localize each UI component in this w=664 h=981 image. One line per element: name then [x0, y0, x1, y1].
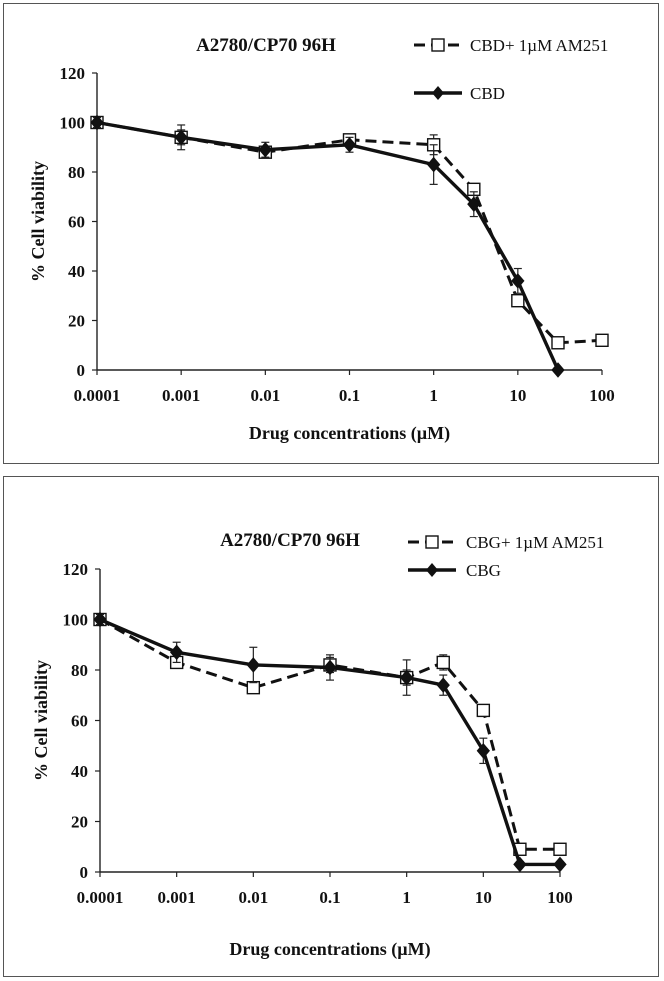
legend-open-square-marker	[431, 38, 445, 52]
x-tick-label: 0.1	[319, 888, 340, 907]
open-square-marker	[551, 336, 565, 350]
x-tick-label: 10	[475, 888, 492, 907]
chart-title: A2780/CP70 96H	[220, 530, 360, 551]
diamond-marker	[551, 362, 565, 378]
y-tick-label: 120	[60, 64, 86, 83]
x-tick-label: 1	[402, 888, 411, 907]
diamond-marker	[436, 677, 450, 693]
legend-label: CBG+ 1µM AM251	[466, 533, 604, 552]
legend-label: CBG	[466, 561, 501, 580]
legend-label: CBD+ 1µM AM251	[470, 36, 608, 55]
diamond-marker	[400, 669, 414, 686]
open-square-marker	[511, 294, 525, 308]
open-square-marker	[595, 333, 609, 347]
open-square-marker	[246, 680, 261, 695]
diamond-marker	[258, 141, 272, 158]
x-axis-label: Drug concentrations (µM)	[249, 423, 450, 444]
legend-diamond-marker	[432, 86, 444, 100]
diamond-marker	[246, 657, 260, 673]
x-tick-label: 0.01	[238, 888, 268, 907]
diamond-marker	[342, 137, 357, 153]
y-tick-label: 40	[68, 262, 85, 281]
diamond-marker	[90, 114, 104, 131]
diamond-marker	[467, 196, 481, 212]
y-tick-label: 0	[80, 863, 89, 882]
legend-label: CBD	[470, 84, 505, 103]
open-square-marker	[553, 842, 567, 856]
diamond-marker	[323, 659, 337, 676]
y-tick-label: 120	[63, 560, 89, 579]
y-tick-label: 80	[68, 163, 85, 182]
x-tick-label: 0.01	[250, 386, 280, 405]
diamond-marker	[553, 856, 567, 873]
chart-panel-cbg: 0 20 40 60 80 100 120 0.0001 0.001 0.01 0.1 1 10 100 D…	[3, 476, 659, 977]
x-tick-label: 100	[547, 888, 573, 907]
legend-open-square-marker	[425, 535, 439, 549]
x-tick-label: 0.0001	[77, 888, 124, 907]
y-axis-label: % Cell viability	[31, 660, 51, 781]
diamond-marker	[93, 611, 107, 628]
cbg-viability-chart: 0 20 40 60 80 100 120 0.0001 0.001 0.01 0.1 1 10 100 D…	[31, 530, 604, 960]
diamond-marker	[513, 856, 527, 873]
x-tick-label: 100	[589, 386, 615, 405]
open-square-marker	[436, 655, 450, 670]
y-tick-label: 100	[60, 114, 86, 133]
open-square-marker	[476, 703, 491, 718]
x-tick-label: 0.1	[339, 386, 360, 405]
legend-diamond-marker	[426, 563, 438, 577]
y-tick-label: 0	[77, 361, 86, 380]
y-tick-label: 20	[68, 312, 85, 331]
diamond-marker	[174, 129, 188, 146]
dashed-series-line	[96, 121, 603, 345]
y-tick-label: 60	[71, 712, 88, 731]
y-tick-label: 80	[71, 661, 88, 680]
x-tick-label: 0.001	[162, 386, 200, 405]
diamond-marker	[170, 644, 184, 661]
y-tick-label: 60	[68, 213, 85, 232]
diamond-marker	[511, 273, 525, 289]
diamond-marker	[427, 156, 441, 173]
diamond-marker	[476, 743, 490, 759]
y-axis-label: % Cell viability	[28, 161, 48, 282]
x-tick-label: 10	[509, 386, 526, 405]
x-tick-label: 1	[429, 386, 438, 405]
x-tick-label: 0.001	[158, 888, 196, 907]
chart-title: A2780/CP70 96H	[196, 35, 336, 56]
x-tick-label: 0.0001	[74, 386, 121, 405]
x-axis-label: Drug concentrations (µM)	[229, 939, 430, 960]
y-tick-label: 100	[63, 611, 89, 630]
chart-panel-cbd: 0 20 40 60 80 100 120 0.0001 0.001 0.01 0.1 1 10 100 D…	[3, 3, 659, 464]
solid-series-line	[96, 120, 560, 371]
cbd-viability-chart: 0 20 40 60 80 100 120 0.0001 0.001 0.01 0.1 1 10 100 D…	[28, 35, 615, 444]
y-tick-label: 40	[71, 762, 88, 781]
y-tick-label: 20	[71, 813, 88, 832]
dashed-series-line	[99, 618, 560, 851]
